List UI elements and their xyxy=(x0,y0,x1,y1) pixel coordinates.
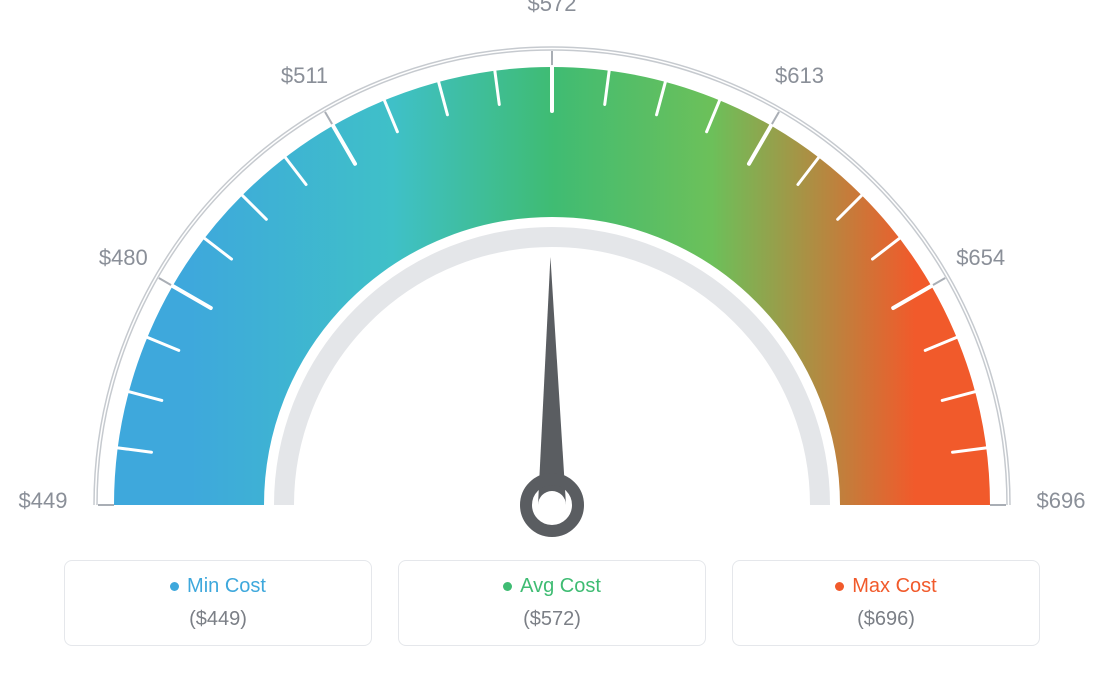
legend-card-min: Min Cost ($449) xyxy=(64,560,372,646)
legend-label: Min Cost xyxy=(187,575,266,598)
legend-value-min: ($449) xyxy=(65,608,371,631)
cost-gauge-chart: $449 $480 $511 $572 $613 $654 $696 xyxy=(0,0,1104,560)
gauge-tick-label: $511 xyxy=(281,63,328,89)
legend-card-avg: Avg Cost ($572) xyxy=(398,560,706,646)
dot-icon xyxy=(835,582,844,591)
legend-title-min: Min Cost xyxy=(170,575,266,598)
legend-title-max: Max Cost xyxy=(835,575,936,598)
legend-row: Min Cost ($449) Avg Cost ($572) Max Cost… xyxy=(0,560,1104,646)
legend-value-max: ($696) xyxy=(733,608,1039,631)
gauge-tick-label: $613 xyxy=(775,63,824,89)
legend-card-max: Max Cost ($696) xyxy=(732,560,1040,646)
legend-label: Max Cost xyxy=(852,575,936,598)
legend-label: Avg Cost xyxy=(520,575,601,598)
gauge-tick-label: $654 xyxy=(956,245,1005,271)
legend-value-avg: ($572) xyxy=(399,608,705,631)
dot-icon xyxy=(170,582,179,591)
gauge-tick-label: $480 xyxy=(99,245,148,271)
gauge-tick-label: $572 xyxy=(528,0,577,17)
gauge-svg xyxy=(0,0,1104,560)
gauge-tick-label: $696 xyxy=(1037,488,1086,514)
dot-icon xyxy=(503,582,512,591)
gauge-tick-label: $449 xyxy=(19,488,68,514)
legend-title-avg: Avg Cost xyxy=(503,575,601,598)
